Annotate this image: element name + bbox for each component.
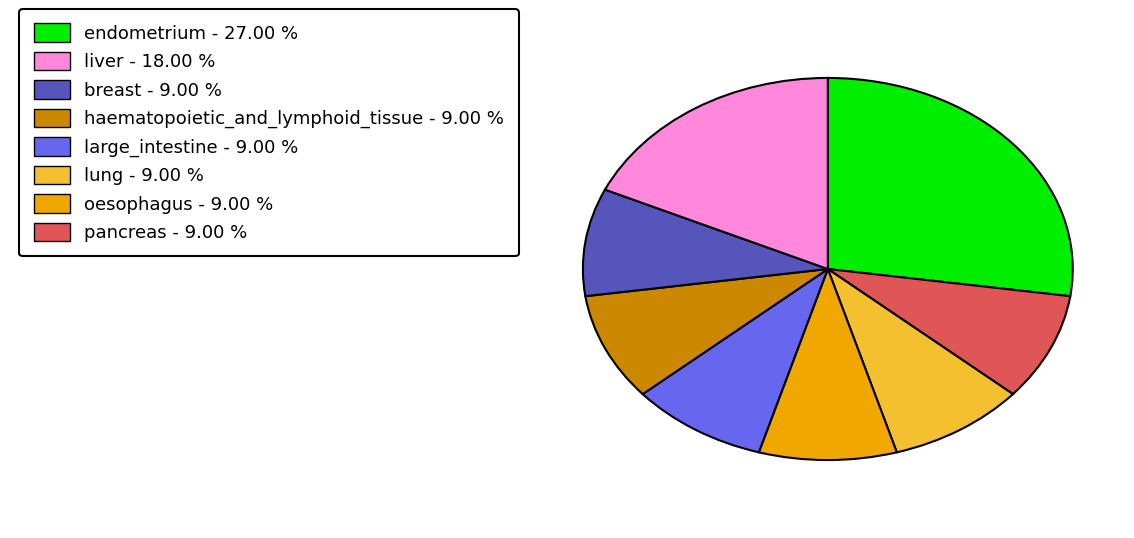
Wedge shape bbox=[606, 78, 828, 269]
Legend: endometrium - 27.00 %, liver - 18.00 %, breast - 9.00 %, haematopoietic_and_lymp: endometrium - 27.00 %, liver - 18.00 %, … bbox=[19, 9, 518, 257]
Wedge shape bbox=[828, 78, 1073, 296]
Wedge shape bbox=[828, 269, 1013, 452]
Wedge shape bbox=[585, 269, 828, 394]
Wedge shape bbox=[583, 189, 828, 296]
Wedge shape bbox=[643, 269, 828, 452]
Wedge shape bbox=[759, 269, 897, 460]
Wedge shape bbox=[828, 269, 1070, 394]
